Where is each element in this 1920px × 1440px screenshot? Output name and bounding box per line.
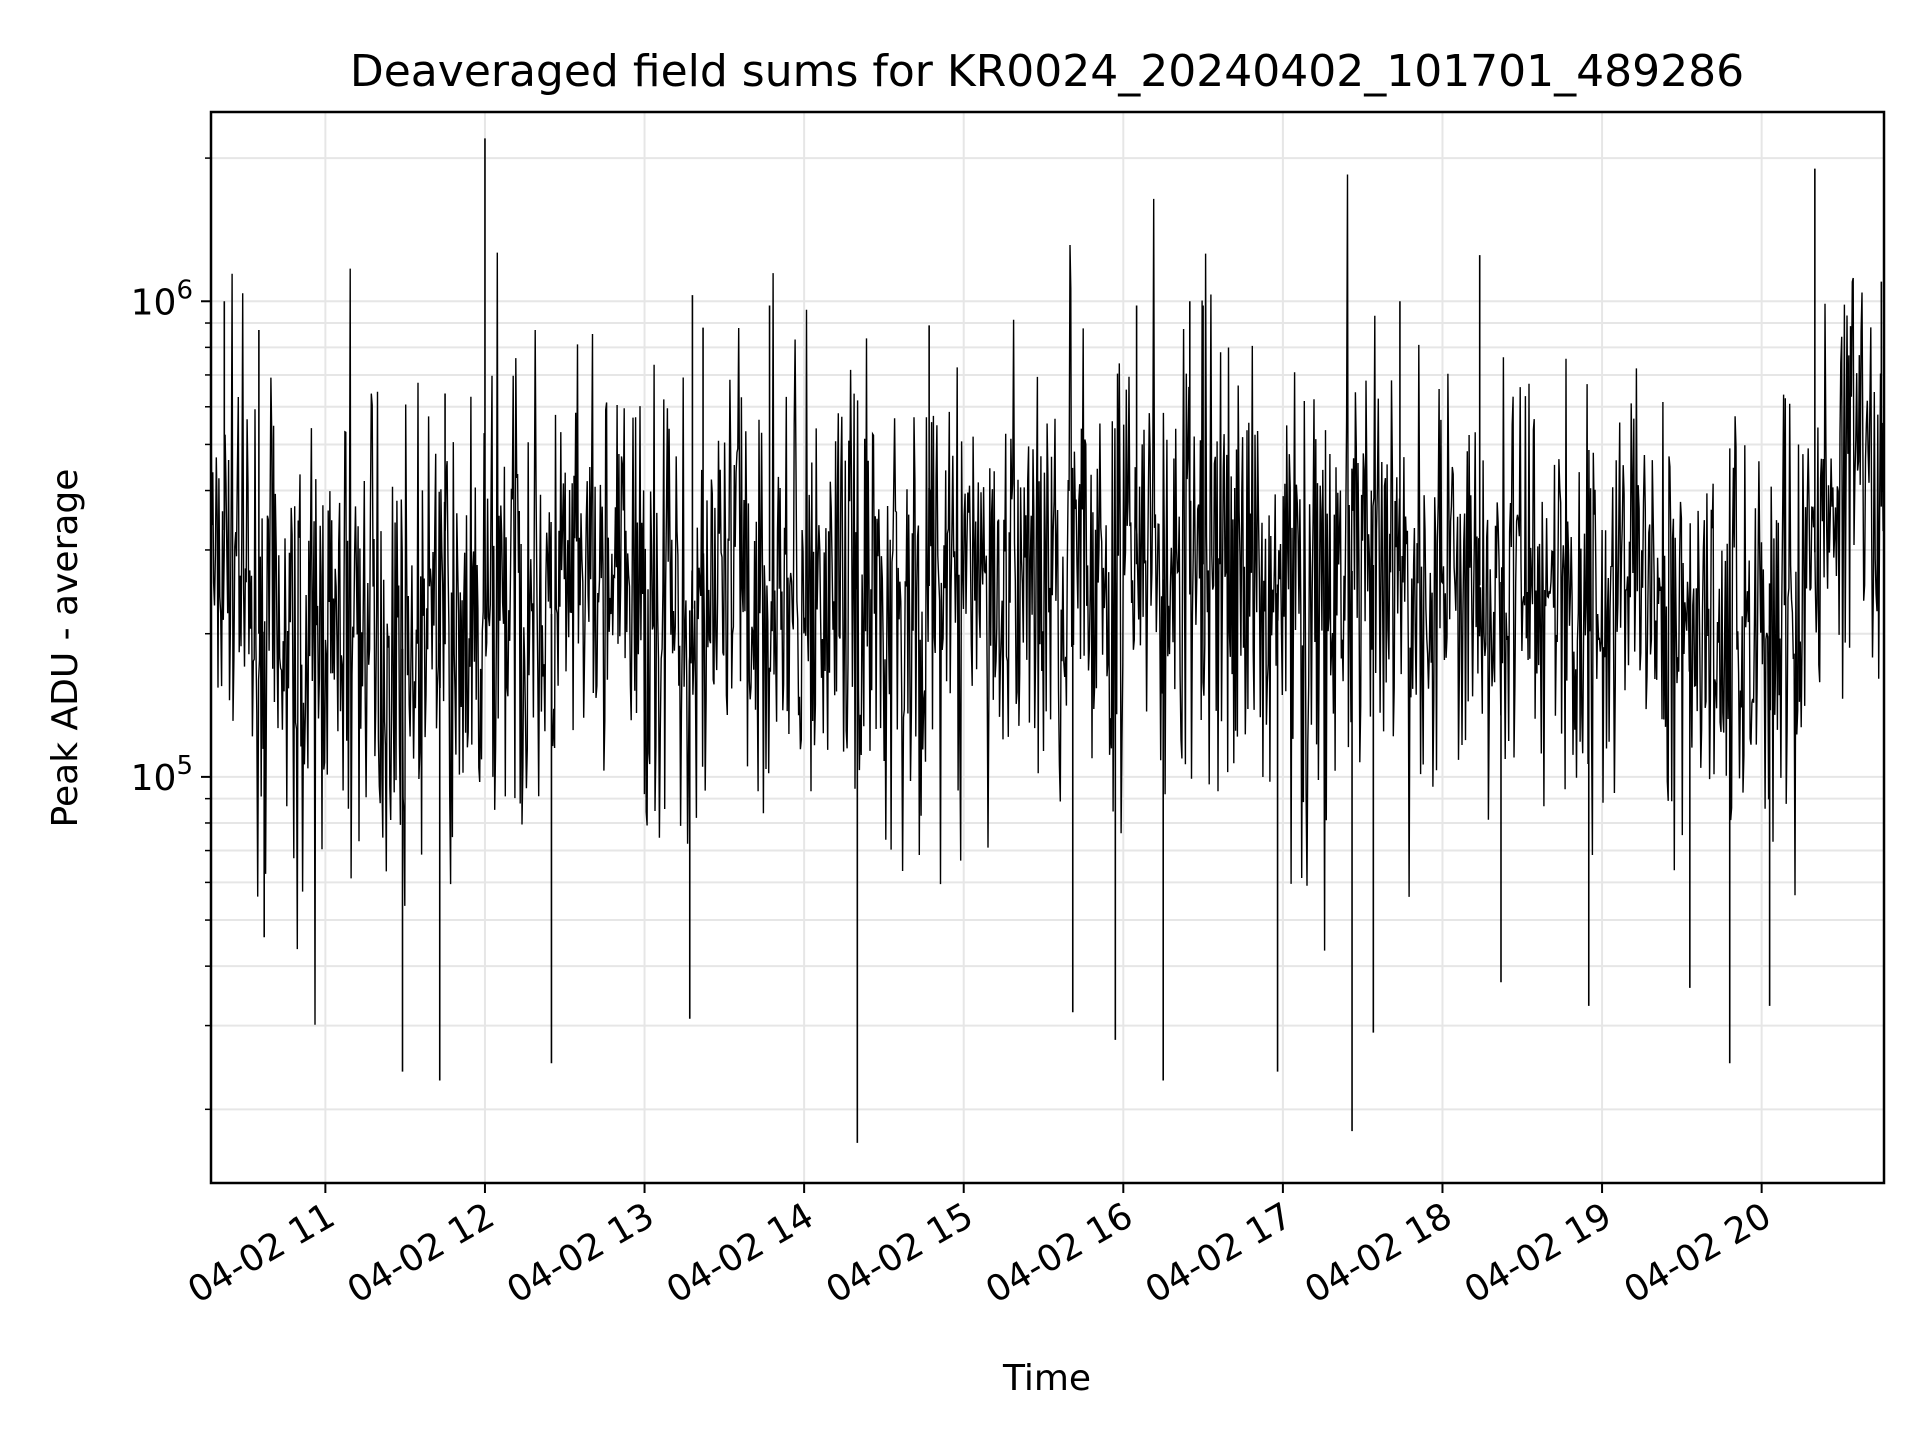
y-tick-label: 106 bbox=[131, 275, 193, 323]
x-axis-label: Time bbox=[1002, 1358, 1091, 1399]
y-axis-label: Peak ADU - average bbox=[45, 469, 86, 828]
plot-frame bbox=[209, 110, 1886, 1185]
y-axis: 105 106 bbox=[131, 157, 211, 1111]
chart-title: Deaveraged field sums for KR0024_2024040… bbox=[350, 46, 1744, 97]
series-line bbox=[210, 174, 1885, 1025]
y-tick-label: 105 bbox=[131, 751, 193, 799]
spikes bbox=[223, 138, 1883, 1143]
